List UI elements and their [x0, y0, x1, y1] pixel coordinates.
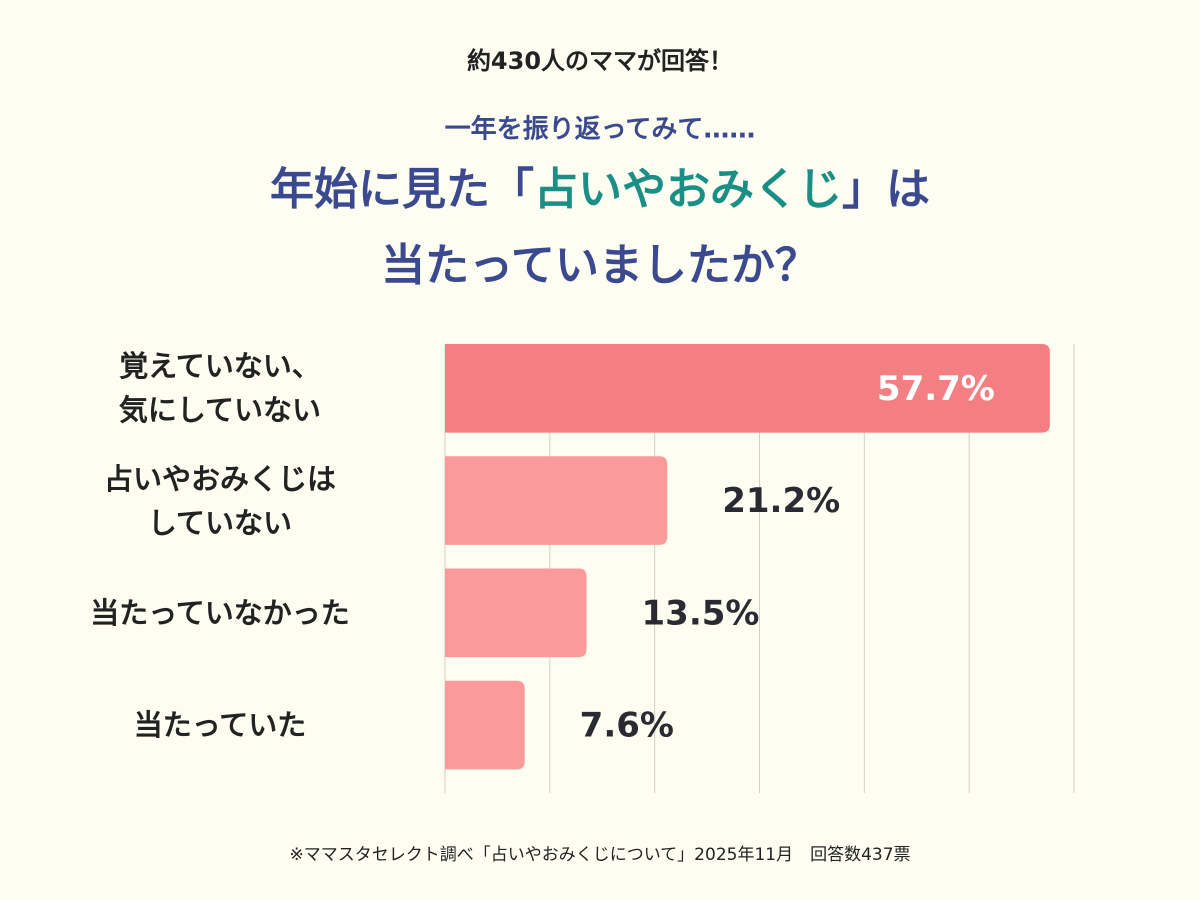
title-part: 当たっていましたか？ — [381, 240, 819, 291]
footnote: ※ママスタセレクト調べ「占いやおみくじについて」2025年11月 回答数437票 — [289, 845, 910, 865]
category-label: 当たっていた — [133, 708, 307, 743]
subtitle: 一年を振り返ってみて…… — [445, 114, 756, 145]
value-label: 21.2% — [722, 481, 840, 521]
title-line: 当たっていましたか？ — [381, 240, 819, 291]
title-line: 年始に見た「占いやおみくじ」は — [270, 164, 930, 215]
title-part: 年始に見た「 — [270, 164, 534, 215]
value-label: 13.5% — [642, 593, 760, 633]
category-label: 覚えていない、 気にしていない — [118, 349, 322, 428]
bar — [445, 456, 668, 545]
bar — [445, 344, 1050, 433]
value-label: 7.6% — [580, 706, 674, 746]
bar — [445, 568, 587, 658]
category-label: 当たっていなかった — [90, 595, 350, 630]
bar — [445, 680, 525, 770]
title-part: 」は — [842, 164, 930, 215]
header: 約430人のママが回答！ — [467, 47, 733, 75]
value-label: 57.7% — [877, 369, 995, 409]
title-highlight: 占いやおみくじ — [534, 164, 842, 215]
category-label: 占いやおみくじは していない — [103, 461, 336, 540]
